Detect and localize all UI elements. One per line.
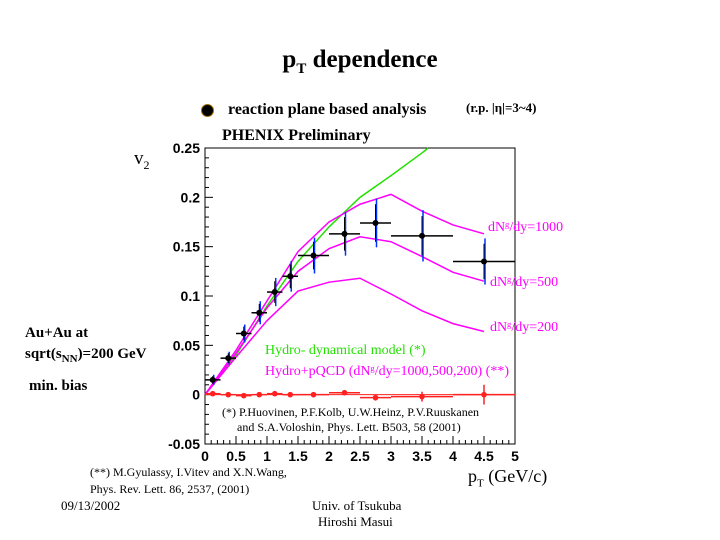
null-point <box>287 391 294 398</box>
curve-label-200: dNᵍ/dy=200 <box>490 320 559 335</box>
x-tick-label: 3.5 <box>412 448 432 464</box>
preliminary-label: PHENIX Preliminary <box>222 127 371 144</box>
centrality-label: min. bias <box>29 378 88 394</box>
data-point <box>372 219 379 226</box>
pqcd-model-label: Hydro+pQCD (dNᵍ/dy=1000,500,200) (**) <box>265 364 509 379</box>
data-point <box>287 273 294 280</box>
ref2-line2: Phys. Rev. Lett. 86, 2537, (2001) <box>90 482 250 496</box>
y-tick-label: 0.25 <box>173 140 200 156</box>
data-point <box>209 376 216 383</box>
legend-marker-icon <box>201 104 214 117</box>
curve-label-500: dNᵍ/dy=500 <box>490 275 559 290</box>
author: Hiroshi Masui <box>318 514 393 529</box>
ref2-line1: (**) M.Gyulassy, I.Vitev and X.N.Wang, <box>90 465 287 479</box>
y-tick-label: -0.05 <box>168 436 200 452</box>
data-point <box>240 330 247 337</box>
x-tick-label: 4.5 <box>474 448 494 464</box>
x-tick-label: 1.5 <box>288 448 308 464</box>
null-point <box>240 392 247 399</box>
null-point <box>225 391 232 398</box>
y-axis-label: v2 <box>134 148 150 172</box>
system-label: Au+Au at <box>25 325 89 341</box>
y-tick-label: 0.05 <box>173 337 200 353</box>
date: 09/13/2002 <box>61 498 121 513</box>
slide-title: pT dependence <box>282 46 438 77</box>
y-tick-label: 0.2 <box>181 189 201 205</box>
energy-label: sqrt(sNN)=200 GeV <box>25 346 147 365</box>
ref1-line1: (*) P.Huovinen, P.F.Kolb, U.W.Heinz, P.V… <box>222 405 480 419</box>
hydro-model-label: Hydro- dynamical model (*) <box>265 343 426 358</box>
affiliation: Univ. of Tsukuba <box>312 498 402 513</box>
x-tick-label: 0 <box>201 448 209 464</box>
null-point <box>256 391 263 398</box>
y-tick-label: 0.1 <box>181 288 201 304</box>
y-tick-label: 0 <box>192 387 200 403</box>
data-point <box>341 230 348 237</box>
x-tick-label: 4 <box>449 448 457 464</box>
null-point <box>310 391 317 398</box>
null-point <box>372 394 379 401</box>
pqcd-curve <box>204 193 485 396</box>
null-point <box>209 390 216 397</box>
data-point <box>310 252 317 259</box>
x-axis-label: pT (GeV/c) <box>468 466 548 490</box>
x-tick-label: 3 <box>387 448 395 464</box>
data-point <box>256 309 263 316</box>
null-point <box>481 391 487 398</box>
null-point <box>341 389 348 396</box>
null-point <box>271 390 278 397</box>
ref1-line2: and S.A.Voloshin, Phys. Lett. B503, 58 (… <box>237 420 461 434</box>
data-point <box>481 258 487 265</box>
data-point <box>225 355 232 362</box>
rp-note: (r.p. |η|=3~4) <box>466 100 537 115</box>
plot-frame <box>204 147 516 445</box>
legend-label: reaction plane based analysis <box>228 101 427 118</box>
x-tick-label: 0.5 <box>226 448 246 464</box>
null-point <box>419 393 425 400</box>
x-tick-label: 2 <box>325 448 333 464</box>
pqcd-curve <box>204 277 485 396</box>
curve-label-1000: dNᵍ/dy=1000 <box>488 220 564 235</box>
data-point <box>271 289 278 296</box>
data-point <box>419 232 425 239</box>
x-tick-label: 2.5 <box>350 448 370 464</box>
x-tick-label: 5 <box>511 448 519 464</box>
x-tick-label: 1 <box>263 448 271 464</box>
y-tick-label: 0.15 <box>173 239 200 255</box>
